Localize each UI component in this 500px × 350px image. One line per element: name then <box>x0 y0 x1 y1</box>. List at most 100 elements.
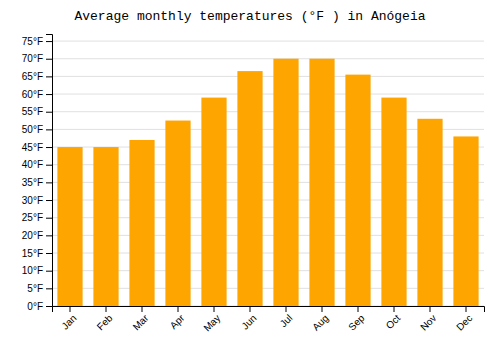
tick-label: 75°F <box>22 36 43 47</box>
tick: 20°F <box>22 230 52 241</box>
bar <box>57 147 82 306</box>
tick-label: 35°F <box>22 177 43 188</box>
tick: 35°F <box>22 177 52 188</box>
tick-mark <box>70 306 71 312</box>
tick-label: Feb <box>95 312 115 332</box>
tick-mark <box>46 112 52 113</box>
title: Average monthly temperatures (°F ) in An… <box>74 9 425 24</box>
tick-mark <box>46 165 52 166</box>
tick: May <box>201 306 222 334</box>
grid-line <box>52 111 484 112</box>
tick-mark <box>178 306 179 312</box>
tick-mark <box>466 306 467 312</box>
bar <box>129 140 154 306</box>
tick: 75°F <box>22 36 52 47</box>
tick: Jan <box>59 306 78 332</box>
tick-mark <box>394 306 395 312</box>
tick-label: 55°F <box>22 106 43 117</box>
tick-mark <box>322 306 323 312</box>
tick-label: May <box>201 312 222 333</box>
tick: 5°F <box>27 283 52 294</box>
tick-mark <box>46 288 52 289</box>
tick: Nov <box>418 306 438 333</box>
tick: 50°F <box>22 124 52 135</box>
tick-mark <box>430 306 431 312</box>
grid-line <box>52 94 484 95</box>
tick-mark <box>46 218 52 219</box>
tick-label: 0°F <box>27 301 43 312</box>
grid-line <box>52 58 484 59</box>
tick-label: 5°F <box>27 283 43 294</box>
tick: 0°F <box>27 301 52 312</box>
tick: Dec <box>454 306 474 333</box>
tick: 40°F <box>22 159 52 170</box>
x-axis: Jan Feb Mar Apr May Jun Jul Aug Sep Oct Nov Dec <box>53 306 485 334</box>
grid-line <box>52 76 484 77</box>
grid-line <box>52 41 484 42</box>
tick: 70°F <box>22 53 52 64</box>
tick: Feb <box>95 306 115 332</box>
tick: 15°F <box>22 248 52 259</box>
bar <box>453 136 478 306</box>
tick-label: 70°F <box>22 53 43 64</box>
tick-mark <box>46 200 52 201</box>
tick: 60°F <box>22 89 52 100</box>
tick-mark <box>286 306 287 312</box>
tick-mark <box>46 306 52 307</box>
bar <box>201 98 226 306</box>
bar <box>93 147 118 306</box>
tick-label: 20°F <box>22 230 43 241</box>
bar <box>309 59 334 306</box>
tick-label: Jun <box>239 312 258 331</box>
tick-mark <box>142 306 143 312</box>
tick-label: 45°F <box>22 142 43 153</box>
grid <box>52 41 484 306</box>
tick-label: Dec <box>454 312 474 332</box>
tick-mark <box>250 306 251 312</box>
tick-mark <box>358 306 359 312</box>
tick-label: Sep <box>346 312 367 333</box>
tick-label: Nov <box>418 312 438 332</box>
tick-mark <box>46 76 52 77</box>
tick: 30°F <box>22 195 52 206</box>
tick: Apr <box>168 306 187 331</box>
tick-label: Jan <box>59 312 78 331</box>
tick: 55°F <box>22 106 52 117</box>
tick: Mar <box>131 306 151 332</box>
bar <box>165 121 190 306</box>
tick-mark <box>46 235 52 236</box>
tick: Aug <box>310 306 330 333</box>
bar <box>381 98 406 306</box>
tick-mark <box>46 59 52 60</box>
tick-label: Mar <box>131 312 151 332</box>
tick: Oct <box>384 306 403 331</box>
tick-label: Apr <box>168 312 187 331</box>
tick-label: Jul <box>278 312 295 329</box>
tick-mark <box>46 129 52 130</box>
tick: Jun <box>239 306 258 332</box>
tick-mark <box>46 94 52 95</box>
tick: 65°F <box>22 71 52 82</box>
tick-mark <box>46 182 52 183</box>
axis-line <box>46 35 53 307</box>
chart: Average monthly temperatures (°F ) in An… <box>0 0 500 350</box>
bar <box>273 59 298 306</box>
tick-label: Oct <box>384 312 403 331</box>
plot: Jan Feb Mar Apr May Jun Jul Aug Sep Oct Nov Dec 0°F 5… <box>22 35 485 334</box>
tick-label: 15°F <box>22 248 43 259</box>
bar <box>237 71 262 306</box>
tick-label: 50°F <box>22 124 43 135</box>
tick-label: 25°F <box>22 212 43 223</box>
tick-mark <box>214 306 215 312</box>
tick-mark <box>46 253 52 254</box>
bar <box>417 119 442 306</box>
tick-label: 60°F <box>22 89 43 100</box>
tick: Sep <box>346 306 367 333</box>
tick-label: Aug <box>310 312 330 332</box>
bar <box>345 75 370 306</box>
tick: 10°F <box>22 265 52 276</box>
tick-label: 30°F <box>22 195 43 206</box>
tick-mark <box>46 147 52 148</box>
tick: Jul <box>278 306 295 329</box>
y-axis: 0°F 5°F 10°F 15°F 20°F 25°F 30°F 35°F 40°F 45°F 50… <box>22 35 53 312</box>
